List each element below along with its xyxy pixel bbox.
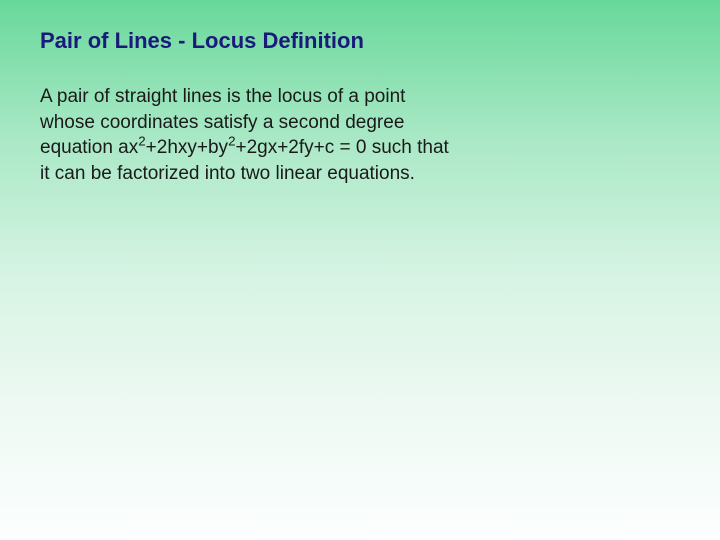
page-title: Pair of Lines - Locus Definition [40, 28, 680, 54]
definition-paragraph: A pair of straight lines is the locus of… [40, 84, 460, 187]
superscript-1: 2 [138, 134, 145, 149]
body-text-mid1: +2hxy+by [146, 137, 228, 158]
